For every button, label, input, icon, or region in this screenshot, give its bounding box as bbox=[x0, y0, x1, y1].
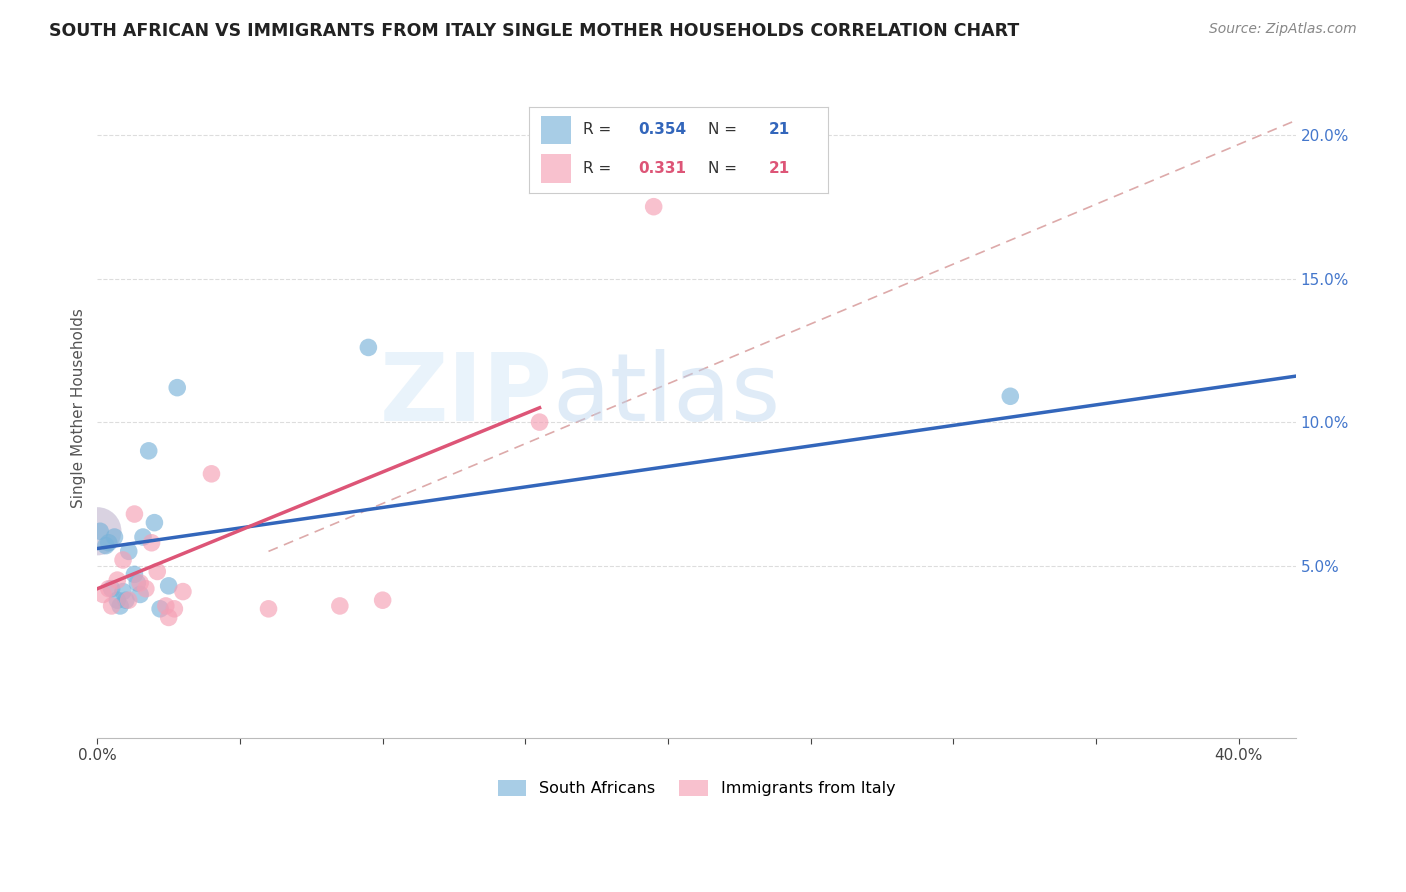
Point bbox=[135, 582, 157, 596]
Text: ZIP: ZIP bbox=[380, 349, 553, 441]
Point bbox=[129, 576, 152, 591]
Point bbox=[129, 587, 152, 601]
Point bbox=[86, 524, 108, 539]
Point bbox=[127, 576, 149, 591]
Point bbox=[91, 587, 114, 601]
Text: atlas: atlas bbox=[553, 349, 780, 441]
Point bbox=[118, 544, 141, 558]
Point bbox=[172, 584, 194, 599]
Point bbox=[138, 443, 160, 458]
Point bbox=[132, 530, 155, 544]
Point bbox=[163, 602, 186, 616]
Point bbox=[112, 584, 135, 599]
Point bbox=[146, 565, 169, 579]
Text: Source: ZipAtlas.com: Source: ZipAtlas.com bbox=[1209, 22, 1357, 37]
Point bbox=[94, 539, 117, 553]
Point bbox=[105, 573, 128, 587]
Point bbox=[124, 507, 146, 521]
Point bbox=[141, 535, 163, 549]
Point bbox=[166, 381, 188, 395]
Point bbox=[124, 567, 146, 582]
Point bbox=[357, 341, 380, 355]
Point bbox=[529, 415, 551, 429]
Point bbox=[103, 530, 125, 544]
Point bbox=[115, 593, 138, 607]
Point bbox=[86, 524, 108, 539]
Point bbox=[97, 535, 120, 549]
Point bbox=[105, 593, 128, 607]
Point bbox=[1000, 389, 1022, 403]
Point bbox=[108, 599, 131, 613]
Legend: South Africans, Immigrants from Italy: South Africans, Immigrants from Italy bbox=[491, 773, 901, 803]
Point bbox=[97, 582, 120, 596]
Point bbox=[118, 593, 141, 607]
Point bbox=[149, 602, 172, 616]
Point bbox=[157, 579, 180, 593]
Y-axis label: Single Mother Households: Single Mother Households bbox=[72, 308, 86, 508]
Point bbox=[371, 593, 394, 607]
Point bbox=[155, 599, 177, 613]
Point bbox=[100, 599, 122, 613]
Point bbox=[89, 524, 111, 539]
Point bbox=[257, 602, 280, 616]
Point bbox=[112, 553, 135, 567]
Point bbox=[329, 599, 352, 613]
Text: SOUTH AFRICAN VS IMMIGRANTS FROM ITALY SINGLE MOTHER HOUSEHOLDS CORRELATION CHAR: SOUTH AFRICAN VS IMMIGRANTS FROM ITALY S… bbox=[49, 22, 1019, 40]
Point bbox=[643, 200, 665, 214]
Point bbox=[100, 582, 122, 596]
Point bbox=[200, 467, 222, 481]
Point bbox=[143, 516, 166, 530]
Point bbox=[157, 610, 180, 624]
